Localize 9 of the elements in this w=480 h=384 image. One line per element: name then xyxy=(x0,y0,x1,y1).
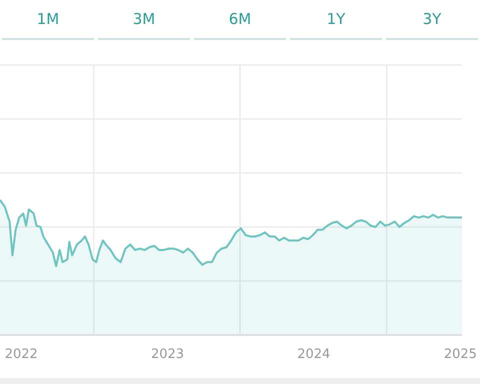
x-tick-label: 2023 xyxy=(150,347,184,362)
text: 6M xyxy=(194,0,286,40)
x-tick-label: 2024 xyxy=(297,347,330,362)
x-tick-label: 2022 xyxy=(4,347,38,362)
x-tick-label: 2025 xyxy=(444,347,477,362)
text: 1M xyxy=(2,0,94,40)
text: 3Y xyxy=(386,0,478,40)
text: 1Y xyxy=(290,0,382,40)
text: 3M xyxy=(98,0,190,40)
